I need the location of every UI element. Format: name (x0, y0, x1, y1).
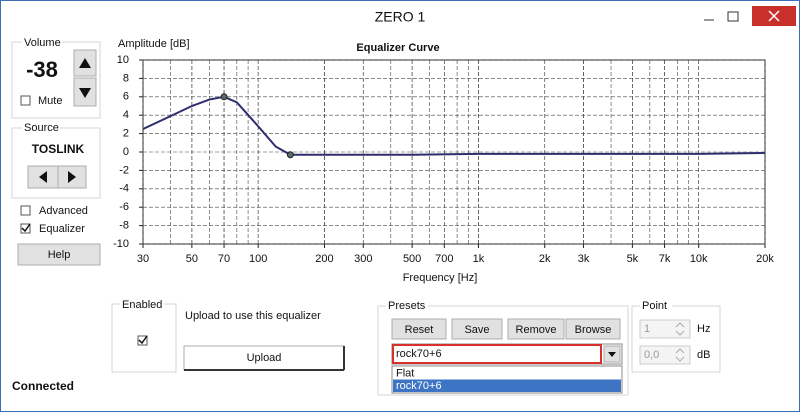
preset-button[interactable] (451, 318, 503, 340)
y-tick-label: 6 (123, 91, 129, 103)
gain-unit: dB (697, 349, 710, 361)
y-tick-label: -8 (119, 220, 129, 232)
preset-button[interactable] (391, 318, 447, 340)
up-arrow (79, 58, 91, 68)
preset-button[interactable] (565, 318, 621, 340)
spin-arrows (675, 348, 685, 362)
enabled-label: Enabled (122, 299, 162, 311)
help-button[interactable] (17, 243, 101, 266)
x-tick-label: 10k (690, 253, 708, 265)
preset-selected: rock70+6 (396, 348, 442, 360)
group-label-bg (120, 299, 164, 309)
advanced-checkbox[interactable] (20, 205, 31, 216)
mute-label: Mute (38, 95, 62, 107)
y-axis-label: Amplitude [dB] (118, 38, 190, 50)
enabled-checkbox[interactable] (137, 335, 148, 346)
title-bar (1, 1, 799, 31)
volume-value: -38 (26, 57, 58, 82)
group-label-bg (640, 301, 672, 311)
upload-text: Upload (247, 352, 282, 364)
y-tick-label: 0 (123, 146, 129, 158)
down-arrow (79, 88, 91, 98)
group-label-bg (386, 301, 428, 311)
checkmark (138, 335, 148, 345)
x-tick-label: 3k (578, 253, 590, 265)
upload-button[interactable] (183, 345, 345, 371)
volume-label: Volume (24, 37, 61, 49)
freq-spinbox[interactable] (639, 319, 691, 339)
gain-value: 0,0 (644, 349, 659, 361)
presets-label: Presets (388, 300, 426, 312)
left-arrow (39, 171, 47, 183)
x-tick-label: 2k (539, 253, 551, 265)
plot: 10 8 6 4 2 0 -2 -4 -6 -8 -10 30 50 70 100 200 300 500 700 1… (113, 54, 774, 265)
preset-button-text: Browse (575, 324, 612, 336)
help-text: Help (48, 249, 71, 261)
close-icon (768, 10, 780, 22)
preset-button-text: Reset (405, 324, 434, 336)
option-highlight (393, 379, 621, 392)
source-label: Source (24, 122, 59, 134)
preset-button-text: Save (464, 324, 489, 336)
x-tick-label: 50 (186, 253, 198, 265)
x-tick-label: 500 (403, 253, 421, 265)
mute-checkbox[interactable] (20, 95, 31, 106)
y-tick-label: -4 (119, 183, 129, 195)
presets-group (377, 305, 629, 396)
preset-button[interactable] (507, 318, 565, 340)
x-tick-label: 5k (627, 253, 639, 265)
x-tick-label: 700 (435, 253, 453, 265)
x-tick-label: 300 (354, 253, 372, 265)
chart-title: Equalizer Curve (356, 42, 439, 54)
source-value: TOSLINK (32, 142, 85, 156)
spin-arrows (675, 322, 685, 336)
y-tick-label: -2 (119, 164, 129, 176)
preset-button-text: Remove (516, 324, 557, 336)
equalizer-checkbox[interactable] (20, 223, 31, 234)
group-label-bg (22, 37, 62, 47)
dropdown-arrow (608, 352, 616, 357)
x-tick-label: 1k (473, 253, 485, 265)
checkmark (21, 223, 31, 233)
y-tick-label: 4 (123, 109, 129, 121)
x-axis-label: Frequency [Hz] (403, 272, 478, 284)
status-text: Connected (12, 379, 74, 393)
right-arrow (68, 171, 76, 183)
y-tick-label: -10 (113, 238, 129, 250)
y-tick-label: -6 (119, 201, 129, 213)
x-tick-label: 70 (218, 253, 230, 265)
x-tick-label: 30 (137, 253, 149, 265)
preset-option[interactable]: Flat (396, 367, 414, 379)
preset-option[interactable]: rock70+6 (396, 380, 442, 392)
window-title: ZERO 1 (375, 9, 426, 25)
point-label: Point (642, 300, 667, 312)
control-point[interactable] (220, 93, 228, 101)
x-tick-label: 20k (756, 253, 774, 265)
upload-hint: Upload to use this equalizer (185, 310, 321, 322)
x-tick-label: 200 (315, 253, 333, 265)
preset-buttons: Reset Save Remove Browse (391, 318, 621, 340)
y-tick-label: 10 (117, 54, 129, 66)
freq-value: 1 (644, 323, 650, 335)
advanced-label: Advanced (39, 205, 88, 217)
curve (142, 95, 766, 156)
x-tick-label: 7k (659, 253, 671, 265)
y-tick-label: 2 (123, 128, 129, 140)
maximize-button[interactable] (727, 11, 739, 22)
x-tick-label: 100 (249, 253, 267, 265)
point-group (631, 305, 721, 373)
group-label-bg (22, 123, 60, 133)
gain-spinbox[interactable] (639, 345, 691, 365)
equalizer-label: Equalizer (39, 223, 85, 235)
control-point[interactable] (286, 151, 294, 159)
highlight-box (392, 344, 602, 364)
y-tick-label: 8 (123, 72, 129, 84)
freq-unit: Hz (697, 323, 710, 335)
